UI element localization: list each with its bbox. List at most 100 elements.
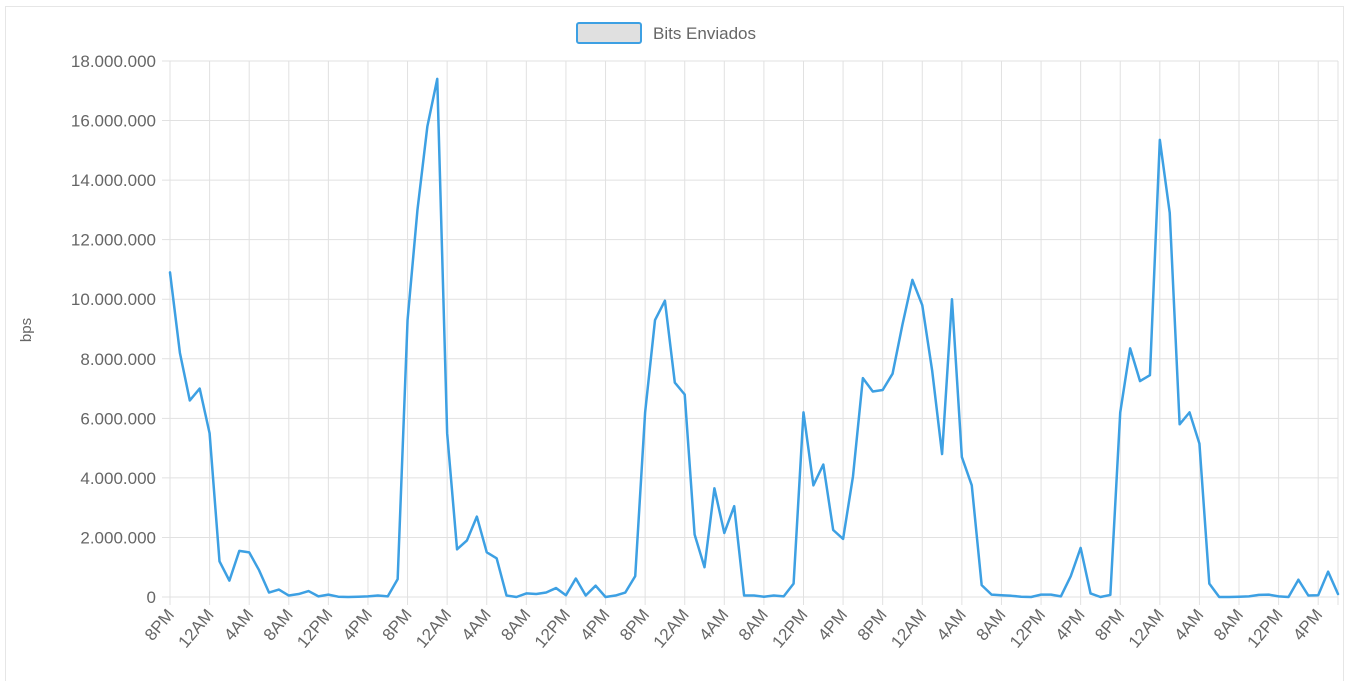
data-point[interactable] [475, 515, 479, 519]
data-point[interactable] [693, 532, 697, 536]
data-point[interactable] [227, 579, 231, 583]
data-point[interactable] [1029, 595, 1033, 599]
data-point[interactable] [841, 537, 845, 541]
data-point[interactable] [1009, 594, 1013, 598]
data-point[interactable] [1138, 379, 1142, 383]
data-point[interactable] [990, 593, 994, 597]
data-point[interactable] [178, 351, 182, 355]
data-point[interactable] [831, 528, 835, 532]
data-point[interactable] [366, 594, 370, 598]
data-point[interactable] [1267, 593, 1271, 597]
legend[interactable]: Bits Enviados [576, 22, 756, 44]
data-point[interactable] [455, 547, 459, 551]
data-point[interactable] [188, 398, 192, 402]
data-point[interactable] [1128, 346, 1132, 350]
data-point[interactable] [1287, 595, 1291, 599]
data-point[interactable] [544, 591, 548, 595]
data-point[interactable] [643, 410, 647, 414]
data-point[interactable] [633, 574, 637, 578]
data-point[interactable] [168, 270, 172, 274]
data-point[interactable] [1197, 442, 1201, 446]
data-point[interactable] [732, 504, 736, 508]
data-point[interactable] [326, 593, 330, 597]
data-point[interactable] [485, 550, 489, 554]
data-point[interactable] [1336, 592, 1340, 596]
data-point[interactable] [792, 582, 796, 586]
data-point[interactable] [891, 372, 895, 376]
data-point[interactable] [554, 586, 558, 590]
data-point[interactable] [505, 594, 509, 598]
data-point[interactable] [950, 297, 954, 301]
data-point[interactable] [495, 556, 499, 560]
data-point[interactable] [336, 595, 340, 599]
data-point[interactable] [1326, 570, 1330, 574]
data-point[interactable] [811, 483, 815, 487]
data-point[interactable] [1098, 595, 1102, 599]
data-point[interactable] [881, 388, 885, 392]
data-point[interactable] [1118, 410, 1122, 414]
data-point[interactable] [980, 583, 984, 587]
data-point[interactable] [415, 208, 419, 212]
data-point[interactable] [623, 591, 627, 595]
data-point[interactable] [970, 483, 974, 487]
data-point[interactable] [1158, 138, 1162, 142]
data-point[interactable] [267, 591, 271, 595]
data-point[interactable] [871, 390, 875, 394]
data-point[interactable] [316, 594, 320, 598]
data-point[interactable] [425, 125, 429, 129]
data-point[interactable] [1247, 594, 1251, 598]
data-point[interactable] [1296, 578, 1300, 582]
data-point[interactable] [514, 595, 518, 599]
data-point[interactable] [277, 588, 281, 592]
data-point[interactable] [999, 593, 1003, 597]
data-point[interactable] [524, 591, 528, 595]
data-point[interactable] [594, 584, 598, 588]
data-point[interactable] [564, 593, 568, 597]
data-point[interactable] [604, 595, 608, 599]
data-point[interactable] [673, 381, 677, 385]
data-point[interactable] [722, 531, 726, 535]
data-point[interactable] [960, 455, 964, 459]
data-point[interactable] [307, 589, 311, 593]
data-point[interactable] [217, 559, 221, 563]
data-point[interactable] [465, 538, 469, 542]
data-point[interactable] [910, 278, 914, 282]
data-point[interactable] [1316, 593, 1320, 597]
data-point[interactable] [821, 462, 825, 466]
data-point[interactable] [653, 318, 657, 322]
data-point[interactable] [297, 592, 301, 596]
data-point[interactable] [1019, 595, 1023, 599]
data-point[interactable] [198, 387, 202, 391]
data-point[interactable] [1089, 591, 1093, 595]
data-point[interactable] [1188, 410, 1192, 414]
legend-swatch[interactable] [576, 22, 642, 44]
data-point[interactable] [406, 318, 410, 322]
data-point[interactable] [237, 549, 241, 553]
data-point[interactable] [534, 592, 538, 596]
data-point[interactable] [1039, 593, 1043, 597]
data-point[interactable] [376, 594, 380, 598]
data-point[interactable] [712, 486, 716, 490]
data-point[interactable] [386, 594, 390, 598]
data-point[interactable] [900, 323, 904, 327]
data-point[interactable] [356, 595, 360, 599]
data-point[interactable] [742, 594, 746, 598]
data-point[interactable] [396, 577, 400, 581]
data-point[interactable] [762, 595, 766, 599]
data-point[interactable] [584, 594, 588, 598]
data-point[interactable] [445, 431, 449, 435]
data-point[interactable] [247, 550, 251, 554]
data-point[interactable] [208, 431, 212, 435]
data-point[interactable] [1069, 574, 1073, 578]
data-point[interactable] [663, 299, 667, 303]
data-point[interactable] [940, 452, 944, 456]
data-point[interactable] [287, 594, 291, 598]
data-point[interactable] [1227, 595, 1231, 599]
legend-label[interactable]: Bits Enviados [653, 24, 756, 43]
data-point[interactable] [920, 303, 924, 307]
data-point[interactable] [346, 595, 350, 599]
data-point[interactable] [257, 568, 261, 572]
data-point[interactable] [1079, 546, 1083, 550]
data-point[interactable] [1108, 593, 1112, 597]
data-point[interactable] [851, 474, 855, 478]
